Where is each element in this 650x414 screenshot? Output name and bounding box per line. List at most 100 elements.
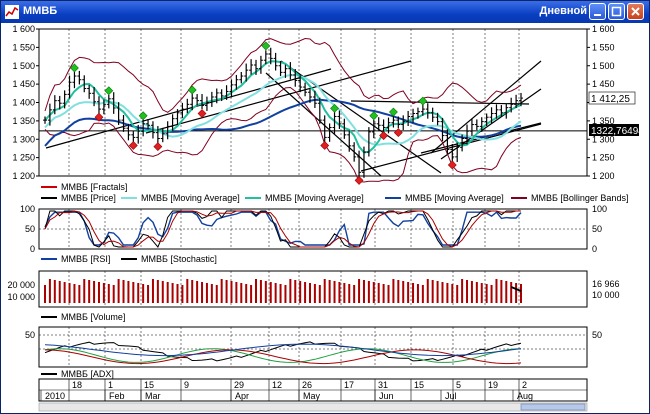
- di-plus-line: [44, 348, 522, 363]
- legend-bollinger: ММВБ [Bollinger Bands]: [531, 193, 628, 203]
- volume-bar: [132, 282, 135, 303]
- volume-bar: [294, 280, 297, 303]
- oscillator-tick-left: 0: [30, 244, 35, 254]
- time-axis-month-label: Jul: [445, 391, 457, 401]
- volume-bar: [230, 281, 233, 303]
- scrollbar-thumb[interactable]: [520, 403, 586, 411]
- volume-panel: 20 000 10 000 16 966 10 000: [7, 270, 620, 308]
- adx-line: [44, 341, 522, 362]
- volume-bar: [382, 284, 385, 303]
- fractal-up-marker: [369, 111, 379, 121]
- volume-bar: [456, 285, 459, 303]
- horizontal-scrollbar[interactable]: [38, 402, 588, 412]
- volume-right-label: 10 000: [592, 290, 620, 300]
- fractal-up-marker: [330, 103, 339, 113]
- volume-bar: [416, 284, 419, 303]
- volume-bar: [245, 284, 248, 303]
- price-tick-left: 1 550: [12, 42, 35, 52]
- last-price-tag: [588, 91, 636, 105]
- volume-bar: [421, 285, 424, 303]
- fractal-markers: [70, 41, 457, 185]
- volume-bar: [279, 284, 282, 303]
- volume-bar: [402, 281, 405, 303]
- fractal-down-marker: [94, 112, 104, 122]
- timeframe-label[interactable]: Дневной: [539, 5, 588, 17]
- volume-bar: [436, 281, 439, 303]
- volume-bar: [259, 280, 262, 303]
- fractal-up-marker: [104, 86, 114, 96]
- fractal-up-marker: [187, 85, 197, 95]
- volume-bar: [73, 284, 76, 303]
- volume-bar: [470, 281, 473, 303]
- maximize-button[interactable]: [608, 3, 625, 20]
- volume-bar: [475, 282, 478, 303]
- time-axis-month-label: Feb: [109, 391, 125, 401]
- volume-bar: [323, 279, 326, 303]
- volume-bar: [490, 285, 493, 303]
- volume-bar: [377, 283, 380, 303]
- time-axis-day-label: 12: [272, 380, 282, 390]
- volume-bar: [147, 285, 150, 303]
- legend-ma-3: ММВБ [Moving Average]: [405, 193, 504, 203]
- volume-bar: [240, 283, 243, 303]
- volume-bar: [142, 284, 145, 303]
- volume-bar: [441, 282, 444, 303]
- volume-bar: [284, 285, 287, 303]
- time-axis-day-label: 17: [344, 380, 354, 390]
- volume-bar: [485, 284, 488, 303]
- volume-bar: [93, 281, 96, 303]
- level-price-label: 1322,76494: [591, 126, 644, 137]
- legend-fractals: ММВБ [Fractals]: [61, 182, 127, 192]
- volume-bar: [451, 284, 454, 303]
- price-tick-left: 1 450: [12, 79, 35, 89]
- volume-bar: [255, 279, 258, 303]
- last-price-label: 1 412,25: [591, 94, 630, 105]
- fractal-down-marker: [197, 109, 207, 118]
- volume-bar: [83, 279, 86, 303]
- time-axis-month-label: Mar: [145, 391, 161, 401]
- volume-bar: [274, 283, 277, 303]
- time-axis-day-label: 26: [302, 380, 312, 390]
- volume-bar: [358, 279, 361, 303]
- time-axis-day-label: 31: [378, 380, 388, 390]
- price-tick-right: 1 500: [592, 61, 615, 71]
- oscillator-tick-right: 0: [592, 244, 597, 254]
- oscillator-tick-left: 100: [20, 204, 35, 214]
- price-left-axis: 1 200 1 250 1 300 1 350 1 400 1 450 1 500 1 550…: [12, 24, 39, 181]
- legend-rsi: ММВБ [RSI]: [61, 254, 110, 264]
- volume-bar: [166, 282, 169, 303]
- legend-volume: ММВБ [Volume]: [61, 312, 125, 322]
- trend-line: [420, 122, 542, 154]
- title-bar[interactable]: ММВБ Дневной: [1, 1, 649, 23]
- fractal-down-marker: [128, 141, 138, 150]
- minimize-button[interactable]: [589, 3, 606, 20]
- chart-app-icon: [5, 5, 19, 19]
- volume-bar: [318, 285, 321, 303]
- time-axis-day-label: 15: [144, 380, 154, 390]
- time-axis-day-label: 19: [488, 380, 498, 390]
- legend-ma-2: ММВБ [Moving Average]: [265, 193, 364, 203]
- fractal-down-marker: [354, 175, 364, 185]
- price-tick-left: 1 500: [12, 61, 35, 71]
- legend-stochastic: ММВБ [Stochastic]: [141, 254, 217, 264]
- bollinger-upper-band: [44, 37, 522, 113]
- volume-bar: [181, 285, 184, 303]
- time-axis-months: 2010 Feb Mar Apr May Jun Jul Aug: [40, 390, 533, 401]
- price-tick-right: 1 550: [592, 42, 615, 52]
- close-button[interactable]: [627, 3, 644, 20]
- volume-bar: [407, 282, 410, 303]
- volume-bar: [215, 285, 218, 303]
- stochastic-signal-line: [44, 210, 521, 248]
- trend-line: [45, 68, 332, 149]
- oscillator-axis: 0 0 50 50 100 100: [20, 204, 607, 254]
- volume-bar: [220, 279, 223, 303]
- volume-bar: [97, 282, 100, 303]
- volume-bar: [480, 283, 483, 303]
- volume-bar: [171, 283, 174, 303]
- fractal-up-marker: [70, 63, 79, 73]
- volume-bar: [461, 279, 464, 303]
- price-tick-right: 1 350: [592, 116, 615, 126]
- fractal-down-marker: [379, 131, 389, 140]
